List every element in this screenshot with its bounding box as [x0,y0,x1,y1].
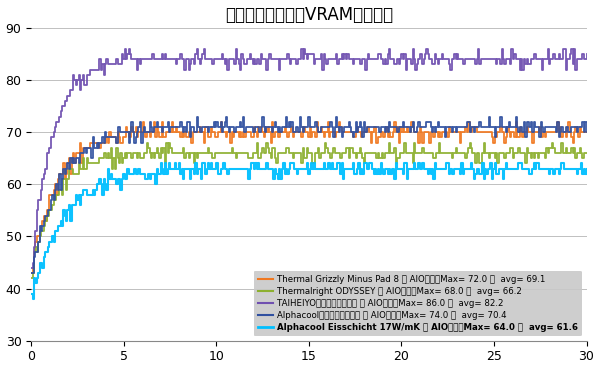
Title: サーマルパッド別VRAM温度比較: サーマルパッド別VRAM温度比較 [225,6,393,24]
Legend: Thermal Grizzly Minus Pad 8 ＆ AIO水冷、Max= 72.0 、  avg= 69.1, Thermalright ODYSSEY: Thermal Grizzly Minus Pad 8 ＆ AIO水冷、Max=… [254,271,582,337]
